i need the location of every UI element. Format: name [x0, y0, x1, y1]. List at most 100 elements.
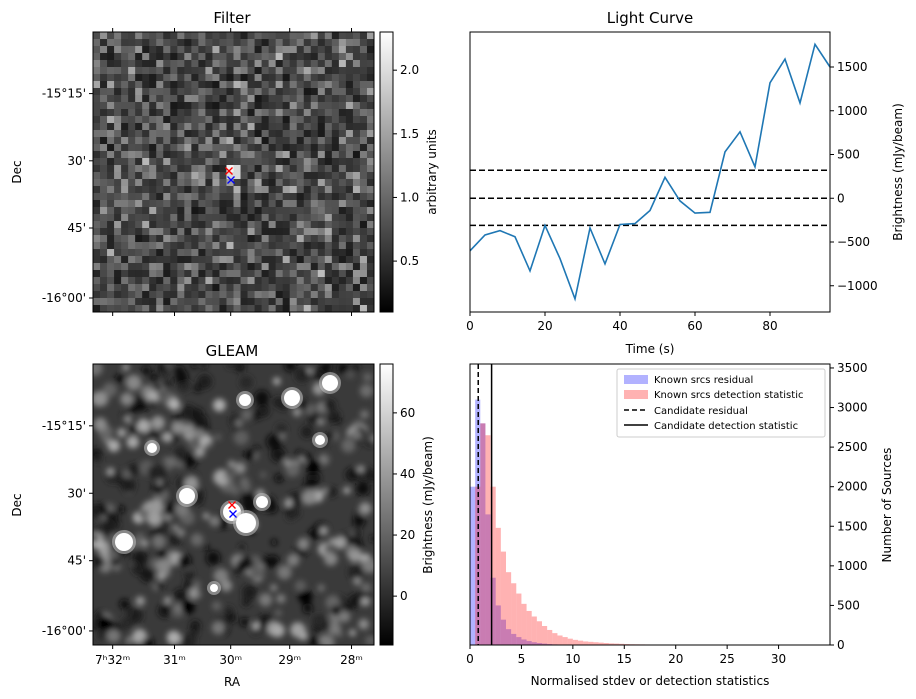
gleam-noise-blob	[181, 423, 195, 437]
filter-pixel	[107, 39, 115, 47]
filter-pixel	[198, 249, 206, 257]
filter-pixel	[212, 270, 220, 278]
filter-pixel	[254, 179, 263, 187]
gleam-noise-blob	[234, 419, 243, 428]
filter-pixel	[338, 235, 347, 243]
filter-pixel	[289, 214, 298, 222]
filter-pixel	[121, 95, 129, 103]
filter-pixel	[170, 186, 178, 194]
filter-pixel	[198, 270, 206, 278]
gleam-noise-blob	[121, 478, 136, 493]
filter-pixel	[338, 144, 347, 152]
filter-pixel	[296, 102, 305, 110]
filter-pixel	[324, 291, 333, 299]
filter-pixel	[303, 298, 312, 306]
colorbar-tick-label: 0.5	[400, 254, 419, 268]
filter-pixel	[177, 130, 185, 138]
filter-pixel	[233, 235, 241, 243]
filter-pixel	[100, 165, 108, 173]
filter-pixel	[366, 74, 375, 82]
y-tick-label: 500	[837, 148, 860, 162]
filter-pixel	[310, 60, 319, 68]
filter-pixel	[142, 46, 150, 54]
filter-pixel	[296, 228, 305, 236]
gleam-noise-blob	[338, 609, 351, 623]
gleam-noise-blob	[234, 462, 246, 474]
filter-pixel	[310, 179, 319, 187]
gleam-panel: GLEAM -15°15'30'45'-16°00' 7ʰ32ᵐ 31ᵐ 30ᵐ 29…	[10, 342, 435, 689]
filter-pixel	[177, 137, 185, 145]
filter-pixel	[289, 109, 298, 117]
filter-pixel	[233, 53, 241, 61]
colorbar-tick-label: 40	[400, 467, 415, 481]
filter-pixel	[149, 53, 157, 61]
filter-pixel	[121, 32, 129, 40]
filter-pixel	[240, 116, 248, 124]
filter-pixel	[114, 158, 122, 166]
filter-pixel	[128, 221, 136, 229]
gleam-noise-blob	[341, 438, 356, 453]
filter-pixel	[226, 67, 234, 75]
filter-pixel	[121, 186, 129, 194]
filter-pixel	[338, 158, 347, 166]
filter-pixel	[331, 39, 340, 47]
filter-pixel	[93, 228, 101, 236]
filter-pixel	[275, 221, 284, 229]
filter-pixel	[366, 249, 375, 257]
filter-pixel	[289, 116, 298, 124]
gleam-noise-blob	[214, 433, 222, 441]
filter-pixel	[296, 207, 305, 215]
filter-pixel	[359, 74, 368, 82]
filter-pixel	[212, 242, 220, 250]
filter-pixel	[156, 144, 164, 152]
filter-pixel	[93, 102, 101, 110]
filter-pixel	[226, 228, 234, 236]
histogram-bar	[542, 626, 548, 645]
filter-pixel	[142, 291, 150, 299]
filter-pixel	[254, 284, 263, 292]
gleam-markers	[228, 501, 237, 518]
filter-colorbar-label: arbitrary units	[425, 129, 439, 215]
gleam-noise-blob	[213, 398, 226, 412]
filter-pixel	[310, 235, 319, 243]
filter-pixel	[212, 235, 220, 243]
filter-pixel	[338, 270, 347, 278]
filter-pixel	[317, 242, 326, 250]
filter-pixel	[114, 95, 122, 103]
filter-pixel	[135, 81, 143, 89]
filter-pixel	[219, 39, 227, 47]
filter-pixel	[128, 256, 136, 264]
filter-pixel	[212, 249, 220, 257]
filter-pixel	[93, 67, 101, 75]
filter-pixel	[268, 172, 277, 180]
filter-pixel	[366, 200, 375, 208]
filter-pixel	[233, 256, 241, 264]
filter-pixel	[177, 151, 185, 159]
filter-pixel	[142, 165, 150, 173]
gleam-noise-blob	[93, 534, 98, 543]
filter-pixel	[184, 263, 192, 271]
filter-pixel	[156, 123, 164, 131]
filter-pixel	[324, 214, 333, 222]
histogram-bar	[552, 633, 558, 645]
filter-pixel	[268, 200, 277, 208]
gleam-noise-blob	[177, 554, 192, 568]
filter-pixel	[240, 277, 248, 285]
filter-pixel	[205, 284, 213, 292]
filter-pixel	[191, 193, 199, 201]
filter-pixel	[247, 200, 255, 208]
filter-pixel	[114, 214, 122, 222]
filter-pixel	[170, 109, 178, 117]
filter-pixel	[240, 67, 248, 75]
filter-pixel	[191, 88, 199, 96]
filter-pixel	[331, 270, 340, 278]
filter-pixel	[366, 277, 375, 285]
filter-pixel	[289, 95, 298, 103]
gleam-noise-blob	[270, 584, 278, 592]
filter-pixel	[331, 95, 340, 103]
filter-pixel	[247, 207, 255, 215]
gleam-noise-blob	[187, 439, 197, 449]
filter-pixel	[177, 270, 185, 278]
filter-pixel	[184, 81, 192, 89]
filter-pixel	[219, 109, 227, 117]
